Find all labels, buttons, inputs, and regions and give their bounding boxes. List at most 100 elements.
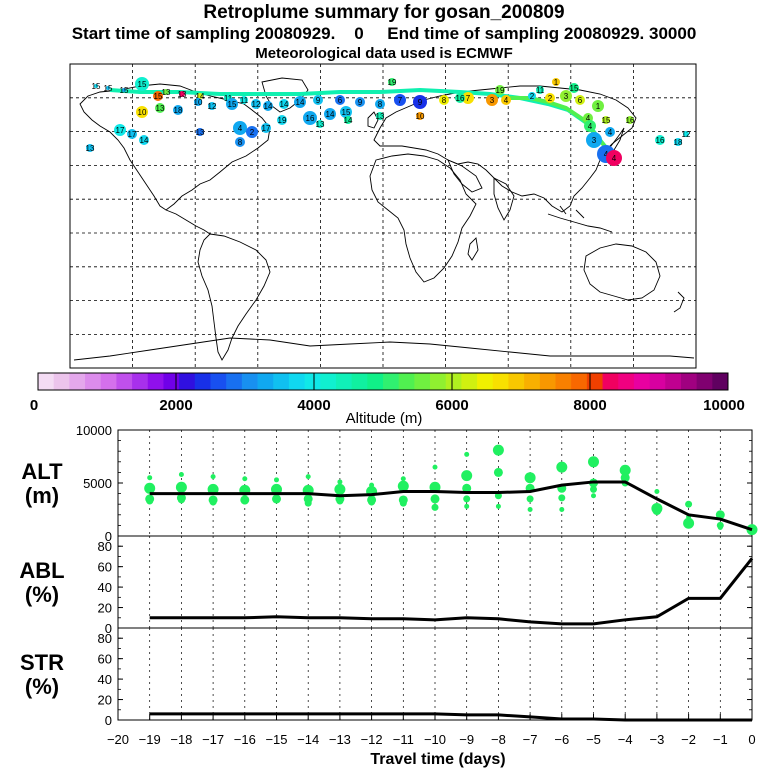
plume-marker: 14 xyxy=(324,108,336,120)
alt-scatter-point xyxy=(464,451,470,457)
alt-scatter-point xyxy=(715,510,725,520)
colorbar-swatch xyxy=(304,373,321,390)
plume-marker-circle xyxy=(194,98,202,106)
plume-marker: 15 xyxy=(340,106,352,118)
alt-scatter-point xyxy=(526,495,534,503)
alt-scatter-point xyxy=(683,517,695,529)
alt-scatter-point xyxy=(432,464,438,470)
coast-madagascar xyxy=(467,237,479,261)
x-tick-label: −5 xyxy=(586,732,601,747)
plume-marker: 15 xyxy=(104,84,113,93)
series-line xyxy=(149,480,753,532)
plume-marker-circle xyxy=(246,126,258,138)
plume-marker: 18 xyxy=(674,138,683,147)
plume-marker-circle xyxy=(208,102,216,110)
alt-scatter-point xyxy=(336,497,344,505)
plume-marker: 10 xyxy=(416,112,425,121)
plume-marker-circle xyxy=(536,86,544,94)
coast-arabia xyxy=(447,159,483,193)
plume-marker: 1 xyxy=(552,78,560,87)
plume-marker-label: 3 xyxy=(564,92,569,101)
x-tick-label: −15 xyxy=(265,732,287,747)
panel-ytick-label: 20 xyxy=(98,693,112,708)
plume-marker-circle xyxy=(139,135,149,145)
colorbar-swatch xyxy=(665,373,682,390)
plume-marker-label: 12 xyxy=(682,130,691,139)
x-tick-label: 0 xyxy=(748,732,755,747)
plume-marker-circle xyxy=(674,138,682,146)
colorbar-swatch xyxy=(38,373,55,390)
plume-marker: 15 xyxy=(120,86,129,95)
plume-marker-circle xyxy=(413,95,427,109)
colorbar-swatch xyxy=(351,373,368,390)
colorbar-swatch xyxy=(712,373,729,390)
colorbar-swatch xyxy=(53,373,70,390)
plume-marker: 14 xyxy=(344,116,353,125)
colorbar-swatch xyxy=(163,373,180,390)
panel-ylabel: (m) xyxy=(25,483,59,508)
alt-scatter-point xyxy=(462,483,472,493)
coast-antarctica xyxy=(73,337,695,361)
x-tick-label: −2 xyxy=(681,732,696,747)
colorbar-swatch xyxy=(116,373,133,390)
alt-scatter-point xyxy=(274,477,279,483)
plume-marker: 9 xyxy=(313,95,323,105)
plume-marker-circle xyxy=(316,120,324,128)
plume-marker: 3 xyxy=(560,90,572,102)
plume-marker-label: 13 xyxy=(196,128,205,137)
plume-marker: 16 xyxy=(303,111,317,125)
panel-ytick-label: 10000 xyxy=(76,423,112,438)
panel-str: 0 20 40 60 80 STR(%) xyxy=(20,627,753,728)
colorbar-swatch xyxy=(132,373,149,390)
panel-ytick-label: 60 xyxy=(98,652,112,667)
plume-marker-label: 1 xyxy=(596,102,601,111)
plume-marker-label: 9 xyxy=(358,98,363,107)
colorbar-swatch xyxy=(383,373,400,390)
plume-marker-circle xyxy=(313,95,323,105)
panel-ytick-label: 40 xyxy=(98,672,112,687)
plume-marker: 3 xyxy=(586,132,602,148)
colorbar-swatch xyxy=(555,373,572,390)
colorbar-swatch xyxy=(179,373,196,390)
plume-marker-circle xyxy=(340,106,352,118)
plume-marker-label: 13 xyxy=(86,144,95,153)
plume-marker-label: 4 xyxy=(586,114,591,123)
colorbar-swatch xyxy=(492,373,509,390)
plume-marker-circle xyxy=(196,128,204,136)
plume-marker-label: 19 xyxy=(278,116,287,125)
plume-marker-label: 15 xyxy=(570,84,579,93)
plume-marker: 2 xyxy=(528,92,536,101)
series-line xyxy=(149,557,754,626)
plume-marker-label: 15 xyxy=(120,86,129,95)
alt-scatter-point xyxy=(175,481,187,493)
plume-marker: 12 xyxy=(682,130,691,139)
plume-marker-circle xyxy=(344,116,352,124)
timeseries-panels: 0500010000ALT(m)020406080ABL(%)020406080… xyxy=(19,423,758,768)
plume-marker-circle xyxy=(197,93,203,99)
plume-marker: 15 xyxy=(226,98,238,110)
plume-marker-label: 16 xyxy=(626,116,635,125)
plume-marker-label: 13 xyxy=(316,120,325,129)
plume-marker-label: 4 xyxy=(608,128,613,137)
plume-marker-label: 15 xyxy=(104,84,113,93)
plume-marker: 8 xyxy=(375,99,385,109)
panel-abl: 0 20 40 60 80 ABL(%) xyxy=(19,535,754,636)
colorbar-swatch xyxy=(320,373,337,390)
plume-marker: 4 xyxy=(606,150,622,166)
plume-marker-label: 14 xyxy=(280,100,289,109)
x-tick-label: −13 xyxy=(329,732,351,747)
alt-scatter-point xyxy=(620,473,630,483)
plume-marker: 4 xyxy=(233,121,247,135)
plume-marker-label: 18 xyxy=(674,138,683,147)
plume-marker: 4 xyxy=(501,95,511,105)
plume-marker-label: 19 xyxy=(496,86,505,95)
plume-marker: 14 xyxy=(279,99,289,109)
alt-scatter-point xyxy=(177,496,185,504)
plume-marker-circle xyxy=(602,116,610,124)
plume-marker-label: 11 xyxy=(240,96,249,105)
panel-frame xyxy=(117,627,753,721)
plume-marker-circle xyxy=(277,115,287,125)
colorbar-swatch xyxy=(85,373,102,390)
colorbar-swatch xyxy=(524,373,541,390)
